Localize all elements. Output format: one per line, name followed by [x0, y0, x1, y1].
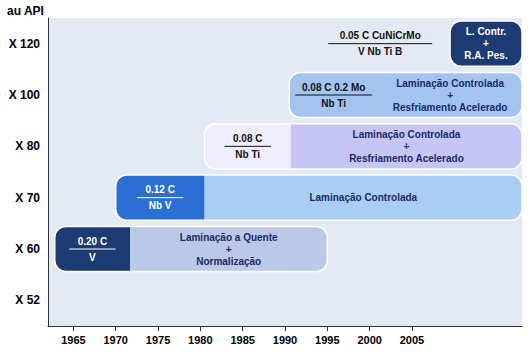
svg-text:0.20 C: 0.20 C — [78, 236, 107, 247]
svg-text:+: + — [483, 38, 489, 49]
svg-text:2005: 2005 — [400, 334, 424, 346]
svg-text:V Nb Ti B: V Nb Ti B — [358, 46, 402, 57]
svg-text:0.12 C: 0.12 C — [145, 184, 174, 195]
svg-text:0.08 C 0.2 Mo: 0.08 C 0.2 Mo — [302, 82, 365, 93]
svg-text:Nb Ti: Nb Ti — [235, 149, 260, 160]
svg-text:Resfriamento Acelerado: Resfriamento Acelerado — [393, 102, 508, 113]
svg-text:R.A. Pes.: R.A. Pes. — [464, 50, 508, 61]
svg-text:1990: 1990 — [273, 334, 297, 346]
svg-text:0.05 C CuNiCrMo: 0.05 C CuNiCrMo — [340, 30, 421, 41]
svg-text:+: + — [404, 141, 410, 152]
svg-text:Resfriamento Acelerado: Resfriamento Acelerado — [349, 153, 464, 164]
svg-text:Nb V: Nb V — [149, 200, 172, 211]
svg-text:X 100: X 100 — [9, 88, 41, 102]
svg-text:+: + — [447, 90, 453, 101]
svg-text:X 120: X 120 — [9, 37, 41, 51]
svg-text:X 80: X 80 — [15, 139, 40, 153]
svg-text:1980: 1980 — [188, 334, 212, 346]
svg-text:2000: 2000 — [357, 334, 381, 346]
svg-text:V: V — [89, 252, 96, 263]
svg-text:Laminação Controlada: Laminação Controlada — [309, 192, 417, 203]
svg-text:1985: 1985 — [230, 334, 254, 346]
svg-text:Nb Ti: Nb Ti — [321, 98, 346, 109]
svg-text:1970: 1970 — [103, 334, 127, 346]
svg-text:+: + — [226, 244, 232, 255]
svg-text:Normalização: Normalização — [196, 256, 261, 267]
svg-text:1975: 1975 — [146, 334, 170, 346]
svg-text:X 70: X 70 — [15, 191, 40, 205]
svg-text:X 60: X 60 — [15, 242, 40, 256]
svg-text:X 52: X 52 — [15, 293, 40, 307]
svg-text:Laminação Controlada: Laminação Controlada — [396, 78, 504, 89]
svg-text:1965: 1965 — [61, 334, 85, 346]
svg-text:au API: au API — [7, 4, 44, 18]
svg-text:0.08 C: 0.08 C — [233, 133, 262, 144]
svg-text:Laminação Controlada: Laminação Controlada — [353, 129, 461, 140]
svg-text:Laminação a Quente: Laminação a Quente — [180, 232, 278, 243]
svg-text:1995: 1995 — [315, 334, 339, 346]
svg-text:L. Contr.: L. Contr. — [466, 26, 507, 37]
